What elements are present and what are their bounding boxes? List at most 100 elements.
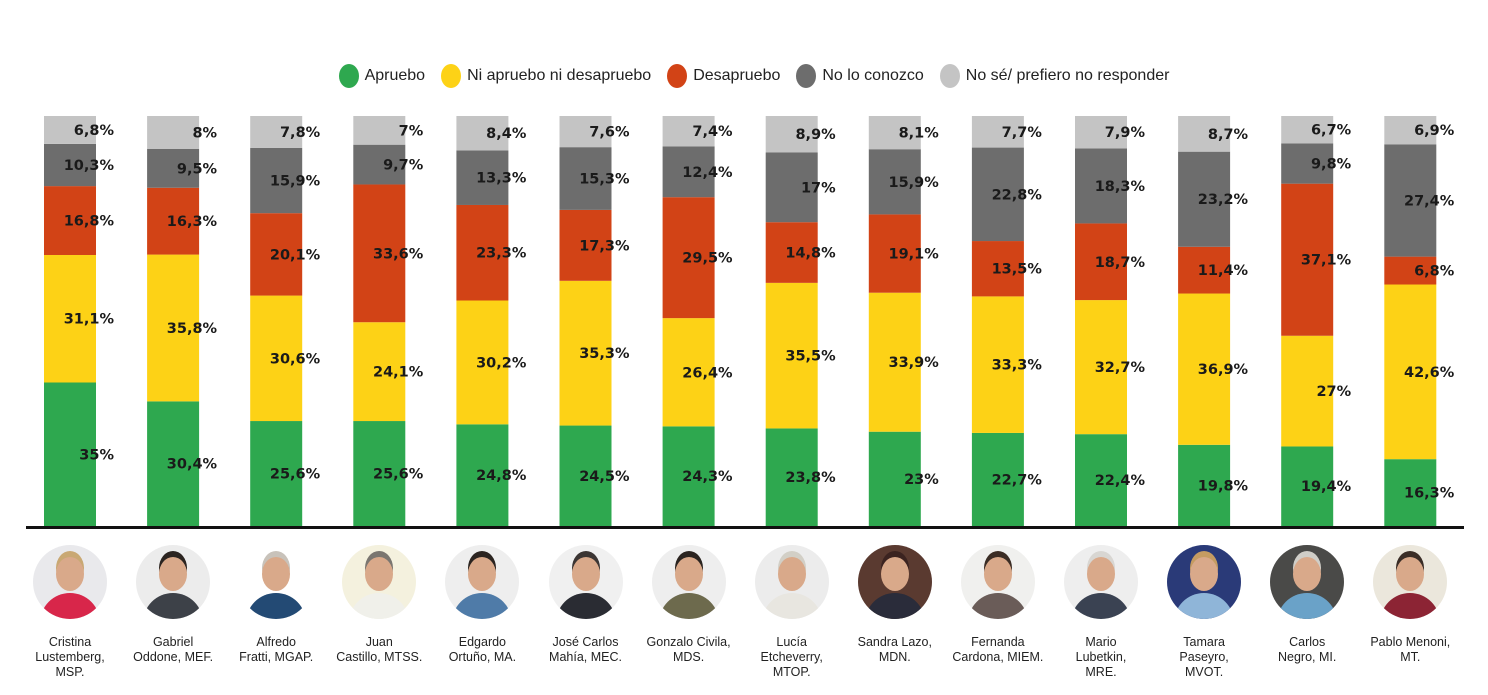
bar-stack: 25,6% 24,1% 33,6% 9,7% 7% [353,116,424,526]
minister-card: Gabriel Oddone, MEF. [113,545,233,665]
bar-segment [1384,116,1437,145]
bar-segment [250,116,303,148]
bar-segment [1281,183,1334,336]
avatar [548,545,623,619]
bar-segment [971,116,1024,148]
data-label: 13,5% [992,262,1043,278]
data-label: 20,1% [270,247,321,263]
data-label: 22,4% [1095,473,1146,489]
legend-label: Desapruebo [693,67,781,84]
bar-segment [250,213,303,296]
bar-segment [456,204,509,301]
data-label: 18,3% [1095,179,1146,195]
data-label: 7,7% [1002,125,1043,141]
avatar [651,545,726,619]
bar-segment [559,425,612,526]
data-label: 16,8% [64,214,115,230]
data-label: 8,7% [1208,127,1249,143]
data-label: 10,3% [64,158,115,174]
minister-name-line: MVOT. [1184,665,1224,679]
bar-stack: 30,4% 35,8% 16,3% 9,5% 8% [147,116,218,526]
bar-segment [1384,284,1437,460]
bar-segment [44,116,96,144]
bar-segment [662,197,715,319]
data-label: 37,1% [1301,253,1352,269]
bar-segment [971,432,1024,526]
bar-segment [765,116,818,153]
data-label: 19,4% [1301,479,1352,495]
minister-name: Carlos Negro, MI. [1247,635,1367,665]
minister-card: Edgardo Ortuño, MA. [422,545,542,665]
minister-name-line: José Carlos [552,635,619,649]
data-label: 26,4% [682,365,733,381]
data-label: 35,5% [785,349,836,365]
bar-segment [1075,116,1127,149]
data-label: 33,9% [888,355,939,371]
data-label: 15,9% [888,175,939,191]
bar-segment [765,152,818,223]
bar-segment [868,149,921,215]
minister-name: Sandra Lazo, MDN. [835,635,955,665]
minister-name: Mario Lubetkin, MRE. [1041,635,1161,680]
data-label: 7,8% [280,125,321,141]
minister-name-line: Pablo Menoni, [1370,635,1451,649]
avatar [445,545,520,619]
data-label: 17% [801,180,836,196]
minister-card: Mario Lubetkin, MRE. [1041,545,1161,680]
legend-swatch-icon [441,64,462,88]
bar-segment [868,116,921,150]
bar-segment [147,187,200,255]
bar-segment [250,295,303,422]
bar-stack: 23% 33,9% 19,1% 15,9% 8,1% [868,116,939,526]
data-label: 23,8% [785,470,836,486]
data-label: 30,2% [476,355,527,371]
avatar [1167,545,1242,619]
data-label: 13,3% [476,171,527,187]
avatar [33,545,107,619]
minister-name-line: Gabriel [152,635,194,649]
data-label: 18,7% [1095,255,1146,271]
bar-segment [456,424,509,526]
bar-segment [353,116,406,145]
minister-name-line: Alfredo [256,635,296,649]
minister-card: Juan Castillo, MTSS. [319,545,439,665]
minister-card: Alfredo Fratti, MGAP. [216,545,336,665]
legend-swatch-icon [939,64,960,88]
data-label: 14,8% [785,246,836,262]
bar-stack: 24,3% 26,4% 29,5% 12,4% 7,4% [662,116,733,526]
data-label: 27% [1316,384,1351,400]
data-label: 24,8% [476,468,527,484]
data-label: 19,1% [888,247,939,263]
minister-name-line: Carlos [1289,635,1326,649]
minister-name: Alfredo Fratti, MGAP. [216,635,336,665]
bar-segment [1178,293,1231,445]
legend-item: No sé/ prefiero no responder [939,64,1169,88]
minister-card: Cristina Lustemberg, MSP. [10,545,130,680]
minister-name-line: Lustemberg, [35,650,105,664]
minister-name-line: Cardona, MIEM. [952,650,1044,664]
minister-name-line: Juan [365,635,393,649]
data-label: 30,6% [270,351,321,367]
bar-segment [353,421,406,526]
minister-name-line: MDN. [878,650,911,664]
data-label: 6,9% [1414,123,1455,139]
minister-card: Carlos Negro, MI. [1247,545,1367,665]
data-label: 42,6% [1404,365,1455,381]
legend-label: Apruebo [364,67,426,84]
data-label: 8% [192,125,217,141]
data-label: 25,6% [270,467,321,483]
minister-name: Cristina Lustemberg, MSP. [10,635,130,680]
ministers-row: Cristina Lustemberg, MSP. Gabriel Oddone, ME… [0,545,1488,695]
bar-segment [1384,144,1437,257]
bar-segment [1281,446,1334,526]
bar-segment [250,421,303,526]
bar-segment [765,282,818,429]
data-label: 17,3% [579,238,630,254]
avatar [239,545,314,619]
bar-segment [1075,148,1127,224]
data-label: 16,3% [1404,486,1455,502]
data-label: 36,9% [1198,362,1249,378]
data-label: 33,6% [373,246,424,262]
data-label: 15,9% [270,174,321,190]
bar-segment [559,209,612,281]
